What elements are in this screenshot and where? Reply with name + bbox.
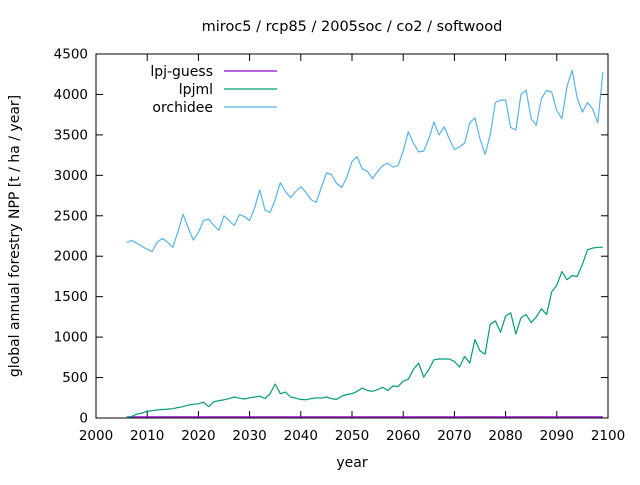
y-tick-label: 500 <box>62 370 88 386</box>
y-axis-label: global annual forestry NPP [t / ha / yea… <box>7 95 23 377</box>
legend-label-orchidee: orchidee <box>152 100 213 116</box>
y-tick-label: 3500 <box>54 127 88 143</box>
y-tick-label: 2500 <box>54 208 88 224</box>
x-tick-label: 2090 <box>540 428 574 444</box>
y-tick-label: 1500 <box>54 289 88 305</box>
x-tick-label: 2100 <box>591 428 625 444</box>
legend-label-lpjml: lpjml <box>179 82 213 98</box>
x-tick-label: 2070 <box>437 428 471 444</box>
series-line-orchidee <box>126 69 604 252</box>
y-tick-label: 1000 <box>54 330 88 346</box>
y-tick-label: 4000 <box>54 87 88 103</box>
x-tick-label: 2020 <box>181 428 215 444</box>
x-tick-label: 2060 <box>386 428 420 444</box>
x-tick-label: 2000 <box>79 428 113 444</box>
y-tick-label: 3000 <box>54 168 88 184</box>
y-tick-label: 4500 <box>54 47 88 63</box>
y-tick-label: 2000 <box>54 249 88 265</box>
x-tick-label: 2010 <box>130 428 164 444</box>
x-tick-label: 2080 <box>488 428 522 444</box>
series-line-lpjml <box>126 246 603 419</box>
x-tick-label: 2050 <box>335 428 369 444</box>
x-tick-label: 2040 <box>284 428 318 444</box>
x-tick-label: 2030 <box>232 428 266 444</box>
chart-title: miroc5 / rcp85 / 2005soc / co2 / softwoo… <box>202 19 503 35</box>
plot-area: 2000 2010 2020 2030 2040 2050 2060 2070 2080 2090… <box>54 47 626 445</box>
legend-label-lpj-guess: lpj-guess <box>150 64 213 80</box>
y-tick-label: 0 <box>79 411 88 427</box>
x-axis-label: year <box>336 455 367 471</box>
